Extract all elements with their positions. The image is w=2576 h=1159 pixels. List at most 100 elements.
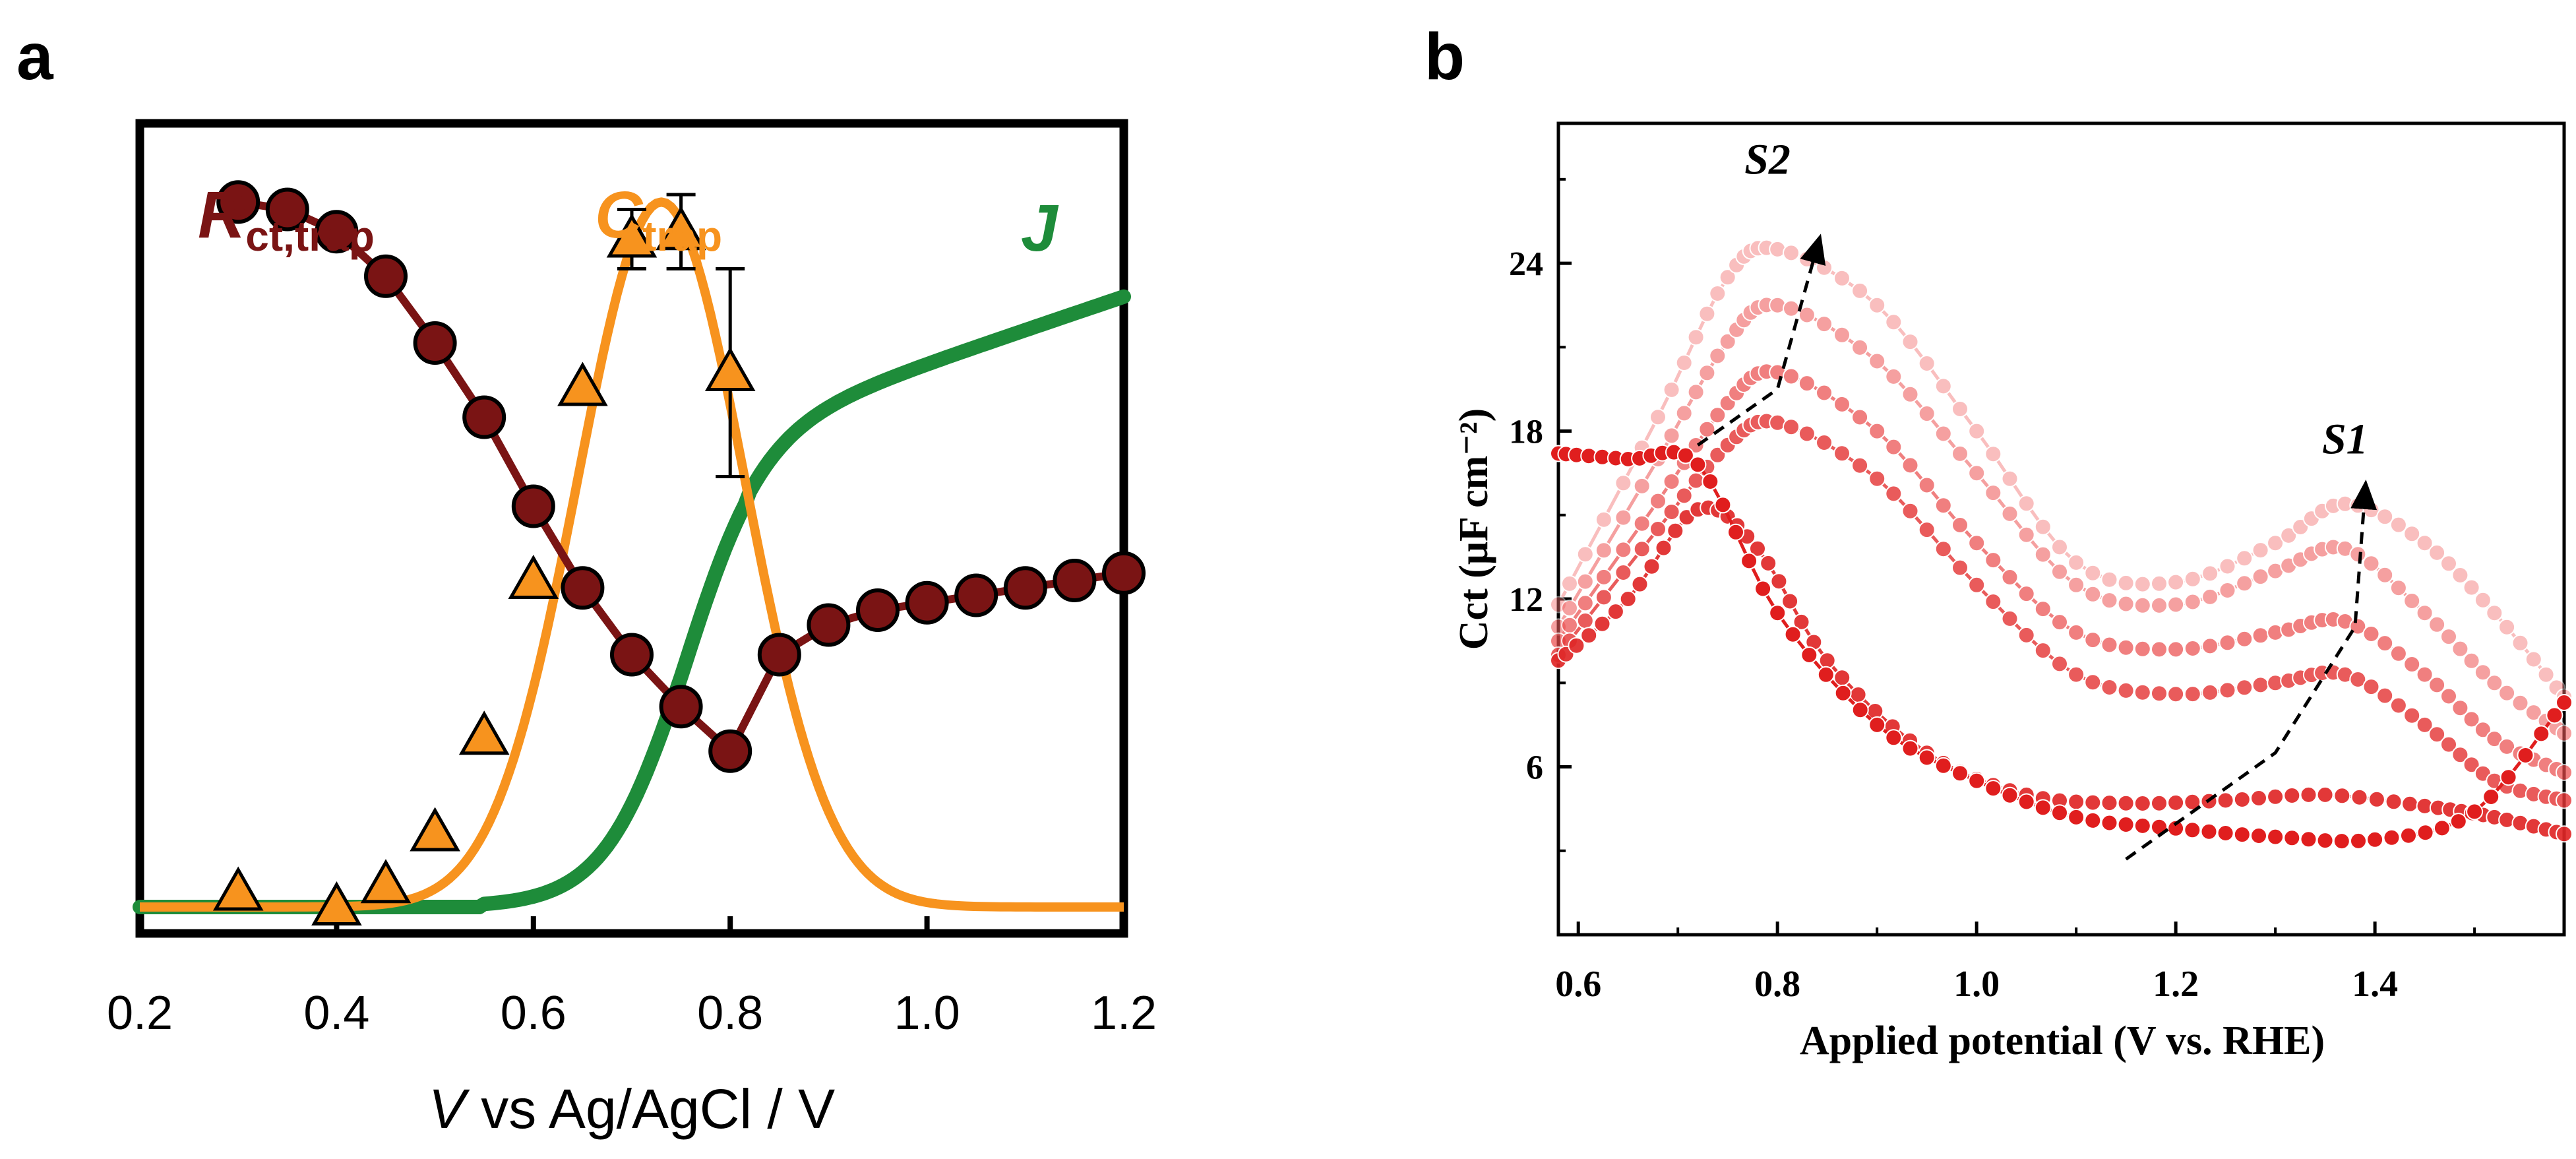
cct-series-point <box>1687 472 1705 489</box>
panel-b-y-tick-label: 18 <box>1509 414 1543 451</box>
cct-series-point <box>2167 794 2185 811</box>
cct-series-point <box>1816 434 1833 451</box>
cct-series-point <box>2236 549 2254 567</box>
cct-series-point <box>2252 542 2269 559</box>
cct-series-point <box>2017 793 2035 811</box>
cct-series-point <box>1649 492 1667 510</box>
cct-series-point <box>2333 787 2351 805</box>
cct-series-point <box>2068 623 2085 641</box>
cct-series-point <box>2440 555 2457 573</box>
cct-series-point <box>1663 473 1680 490</box>
cct-series-point <box>2017 585 2035 603</box>
cct-series-point <box>2403 525 2421 543</box>
cct-series-point <box>2486 604 2503 622</box>
cct-series-point <box>1735 247 1753 265</box>
panel-b-x-tick-label: 1.0 <box>1953 964 2000 1005</box>
cct-series-point <box>2084 673 2102 691</box>
annotation-arrow-s1 <box>2125 479 2377 861</box>
ctrap-point <box>360 859 412 904</box>
cct-series-point <box>2252 568 2269 586</box>
cct-series-point <box>2362 678 2380 696</box>
cct-series-point <box>2233 826 2251 844</box>
cct-series-point <box>2001 569 2019 586</box>
cct-series-point <box>1719 332 1736 350</box>
cct-series-point <box>1934 377 1952 395</box>
cct-series-point <box>1687 329 1705 346</box>
cct-series-point <box>1593 615 1611 633</box>
cct-series-point <box>2236 575 2254 592</box>
cct-series-point <box>2532 725 2550 743</box>
cct-series-point <box>2451 746 2469 764</box>
cct-series-point <box>2267 828 2285 846</box>
cct-series-point <box>1833 269 1851 287</box>
cct-series-point <box>1631 575 1649 593</box>
cct-series-point <box>2151 596 2168 614</box>
cct-series-point <box>2463 756 2480 774</box>
cct-series-point <box>1714 496 1732 514</box>
cct-series-point <box>1984 551 2002 569</box>
rct-trap-point <box>610 633 654 677</box>
panel-b-x-tick-label: 1.4 <box>2352 964 2398 1005</box>
cct-series-point <box>1770 573 1788 590</box>
cct-series-point <box>1740 552 1758 570</box>
cct-series-point <box>1816 384 1833 402</box>
cct-series-point <box>2068 553 2085 571</box>
cct-series-point <box>1633 515 1651 532</box>
cct-series-point <box>1885 313 1903 331</box>
cct-series-point <box>2316 832 2334 850</box>
cct-series-point <box>1576 612 1594 629</box>
cct-series-point <box>2451 640 2469 658</box>
cct-series-point <box>2416 824 2434 842</box>
cct-series-point <box>2474 721 2492 739</box>
cct-series-point <box>2167 596 2185 613</box>
cct-series-point <box>1709 347 1727 365</box>
cct-series-point <box>1798 375 1816 392</box>
cct-series-point <box>1918 476 1936 494</box>
cct-series-point <box>1687 383 1705 401</box>
panel-b-frame <box>1556 121 2566 937</box>
cct-series-point <box>2401 795 2419 813</box>
cct-series-point <box>1698 420 1716 438</box>
cct-series-point <box>1885 367 1903 385</box>
cct-series-point <box>1663 503 1680 520</box>
cct-series-point <box>2101 794 2118 812</box>
panel-b-y-axis-title: Cct (μF cm⁻²) <box>1452 408 1496 650</box>
cct-series-point <box>2219 582 2236 599</box>
panel-b-x-tick-label: 0.6 <box>1555 964 1601 1005</box>
cct-series-point <box>2201 565 2219 582</box>
cct-series-point <box>2051 655 2068 673</box>
cct-series-point <box>2151 794 2168 812</box>
cct-series-point <box>2167 641 2185 658</box>
rct-trap-point <box>1053 559 1097 602</box>
cct-series-point <box>2440 687 2457 705</box>
cct-series-point <box>1614 474 1632 492</box>
cct-series-point <box>2236 630 2254 648</box>
ctrap-point <box>458 710 510 755</box>
cct-series-point <box>2184 593 2201 611</box>
cct-series-point <box>2362 555 2380 573</box>
rct-trap-point <box>757 633 801 677</box>
cct-series-point <box>1784 625 1802 643</box>
cct-series-point <box>2376 566 2394 584</box>
cct-series-point <box>1783 244 1800 262</box>
cct-series-point <box>2133 596 2151 614</box>
cct-series-point <box>2117 681 2135 699</box>
ctrap-point <box>212 866 264 911</box>
cct-series-point <box>2001 505 2019 522</box>
cct-series-point <box>2428 615 2446 633</box>
cct-series-point <box>2133 817 2151 834</box>
panel-b-ticks <box>1558 177 2476 935</box>
cct-series-point <box>1595 542 1612 559</box>
cct-series-point <box>1851 701 1869 719</box>
cct-series-point <box>2525 650 2542 668</box>
panel-b-y-tick-label: 24 <box>1509 245 1543 283</box>
panel-a-x-axis-title: V vs Ag/AgCl / V <box>429 1078 835 1140</box>
cct-series-point <box>1951 559 1969 577</box>
cct-series-point <box>1885 485 1903 503</box>
cct-series-point <box>2283 787 2301 804</box>
cct-series-point <box>2201 683 2219 701</box>
cct-series-point <box>1783 299 1800 317</box>
panel-a-frame <box>135 119 1128 938</box>
cct-series-point <box>2167 685 2185 703</box>
